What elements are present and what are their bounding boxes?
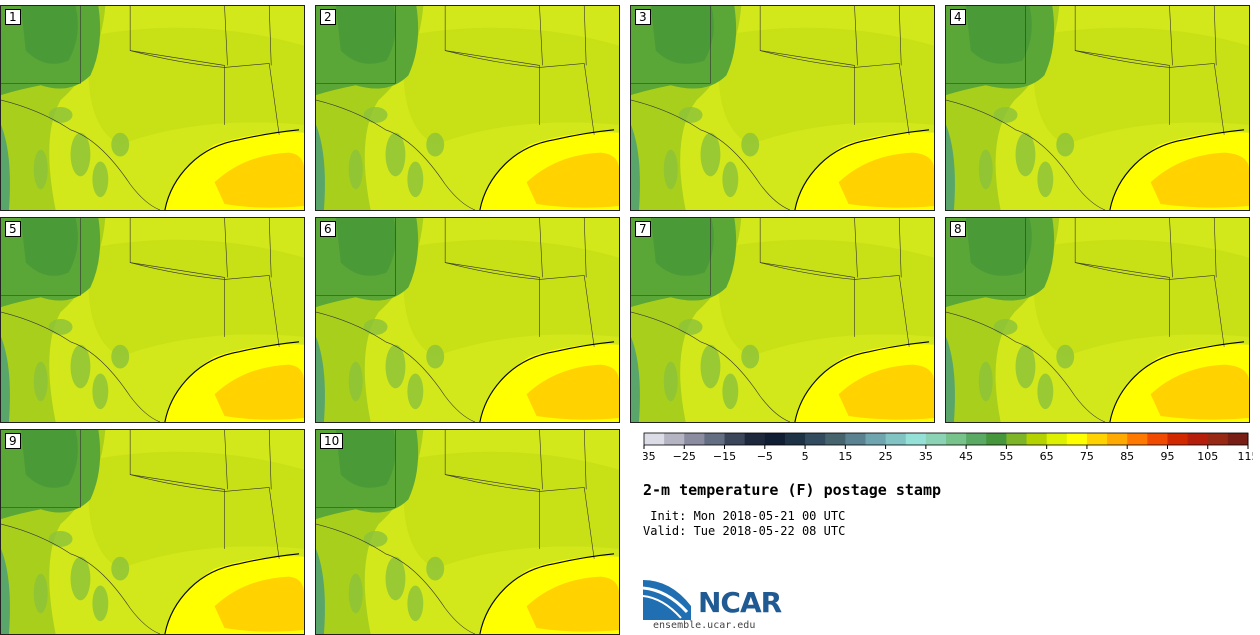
member-panel-3: 3 [630,5,935,211]
temperature-colorbar: −35 −25 −15 −5 5 15 25 35 45 55 65 75 85 95 105 115 [643,432,1254,463]
colorbar-swatch [724,433,746,445]
colorbar-swatch [805,433,826,445]
colorbar-swatch [1006,433,1028,445]
colorbar-tick-label: 75 [1080,450,1094,463]
member-panel-9: 9 [0,429,305,635]
member-label: 9 [5,433,21,449]
colorbar-tick-label: −35 [643,450,656,463]
colorbar-swatch [986,433,1007,445]
member-panel-8: 8 [945,217,1250,423]
colorbar-tick-label: 25 [879,450,893,463]
colorbar-swatch [1127,433,1148,445]
colorbar-swatch [1066,433,1088,445]
colorbar-swatch [1086,433,1108,445]
colorbar-tick-label: −15 [713,450,736,463]
member-label: 4 [950,9,966,25]
member-label: 3 [635,9,651,25]
colorbar-swatch [1107,433,1128,445]
member-panel-6: 6 [315,217,620,423]
temperature-map [946,6,1249,210]
colorbar-swatch [764,433,786,445]
temperature-map [1,218,304,422]
temperature-map [631,6,934,210]
temperature-map [316,6,619,210]
colorbar-swatch [684,433,705,445]
colorbar-swatch [865,433,887,445]
temperature-map [946,218,1249,422]
colorbar-swatch [845,433,866,445]
colorbar-tick-label: 15 [838,450,852,463]
member-panel-2: 2 [315,5,620,211]
member-panel-5: 5 [0,217,305,423]
member-panel-4: 4 [945,5,1250,211]
member-label: 2 [320,9,336,25]
ncar-logo-text: NCAR [698,586,782,619]
temperature-map [316,430,619,634]
colorbar-swatch [1207,433,1229,445]
member-panel-1: 1 [0,5,305,211]
member-label: 1 [5,9,21,25]
colorbar-tick-label: 105 [1197,450,1218,463]
colorbar-tick-label: 85 [1120,450,1134,463]
colorbar-swatch [966,433,987,445]
ncar-logo-icon [643,580,691,620]
colorbar-swatch [905,433,927,445]
colorbar-tick-label: 65 [1040,450,1054,463]
colorbar-swatch [644,433,665,445]
colorbar-swatch [744,433,766,445]
colorbar-tick-label: 35 [919,450,933,463]
page-title: 2-m temperature (F) postage stamp [643,481,942,499]
colorbar-tick-label: 95 [1160,450,1174,463]
colorbar-tick-label: 45 [959,450,973,463]
colorbar-swatch [946,433,967,445]
member-label: 10 [320,433,344,449]
colorbar-tick-label: 115 [1238,450,1254,463]
colorbar-swatch [1187,433,1209,445]
temperature-map [631,218,934,422]
colorbar-tick-label: −25 [673,450,696,463]
colorbar-tick-label: 5 [802,450,809,463]
temperature-map [316,218,619,422]
colorbar-swatch [1227,433,1249,445]
colorbar-swatch [1046,433,1068,445]
colorbar-swatch [825,433,846,445]
member-label: 7 [635,221,651,237]
member-panel-10: 10 [315,429,620,635]
colorbar-swatch [1026,433,1048,445]
colorbar-swatch [925,433,947,445]
colorbar-swatch [784,433,806,445]
init-time: Init: Mon 2018-05-21 00 UTC [643,509,846,523]
member-label: 6 [320,221,336,237]
temperature-map [1,6,304,210]
colorbar-swatch [704,433,726,445]
member-panel-7: 7 [630,217,935,423]
site-url: ensemble.ucar.edu [653,620,756,631]
valid-time: Valid: Tue 2018-05-22 08 UTC [643,524,846,538]
member-label: 8 [950,221,966,237]
temperature-map [1,430,304,634]
colorbar-swatch [1167,433,1189,445]
colorbar-tick-label: −5 [757,450,773,463]
member-label: 5 [5,221,21,237]
colorbar-swatch [664,433,685,445]
colorbar-tick-label: 55 [999,450,1013,463]
colorbar-swatch [885,433,907,445]
colorbar-swatch [1147,433,1168,445]
